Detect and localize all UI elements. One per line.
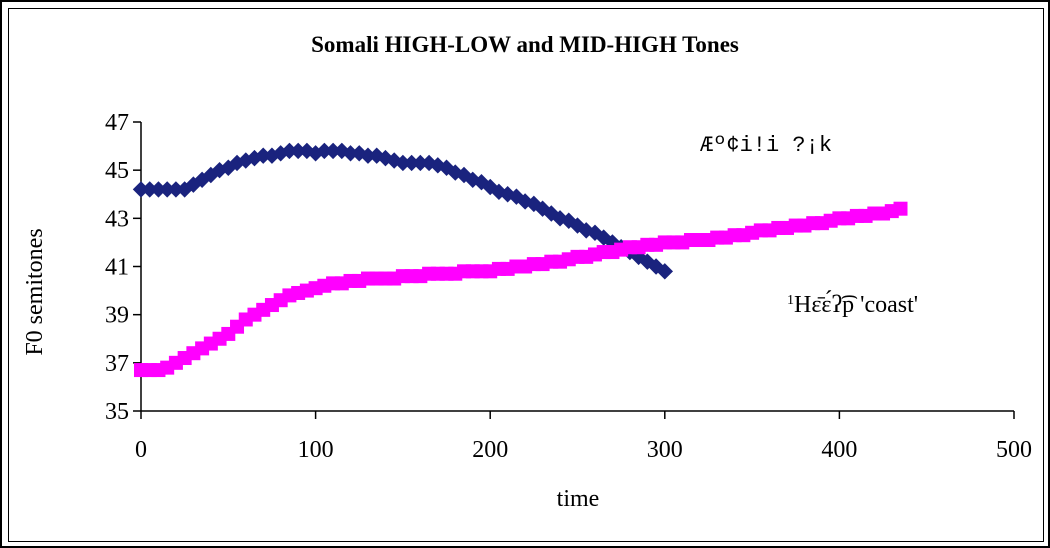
series-1 <box>132 142 674 280</box>
x-tick-label: 500 <box>996 437 1032 463</box>
x-tick-label: 400 <box>821 437 857 463</box>
annotation-mid-high-word: 1Hɛ̄ɛ́ʔ͡p 'coast' <box>787 291 918 318</box>
series-2 <box>134 201 908 378</box>
y-tick-label: 43 <box>105 206 129 232</box>
data-point-diamond <box>656 263 674 280</box>
y-axis-label: F0 semitones <box>22 228 48 355</box>
annotation-text: Hɛ̄ɛ́ʔ͡p 'coast' <box>794 291 918 318</box>
y-tick-label: 37 <box>105 351 129 377</box>
axes: 35 37 39 41 43 45 47 0 100 200 300 400 500 <box>105 110 1032 463</box>
plot-area <box>132 142 908 378</box>
x-tick-label: 200 <box>472 437 508 463</box>
y-tick-label: 41 <box>105 255 129 281</box>
y-tick-label: 39 <box>105 303 129 329</box>
chart-title: Somali HIGH-LOW and MID-HIGH Tones <box>311 32 739 57</box>
y-tick-label: 47 <box>105 110 129 136</box>
y-tick-label: 45 <box>105 158 129 184</box>
annotation-superscript: 1 <box>787 293 794 308</box>
x-tick-label: 300 <box>647 437 683 463</box>
y-tick-label: 35 <box>105 399 129 425</box>
x-tick-label: 0 <box>135 437 147 463</box>
x-axis-label: time <box>557 486 600 512</box>
annotation-high-low-word: Æº¢i!i ?¡k <box>700 133 832 158</box>
chart-inner-frame <box>8 8 1044 542</box>
data-point-square <box>893 201 908 216</box>
x-tick-label: 100 <box>298 437 334 463</box>
